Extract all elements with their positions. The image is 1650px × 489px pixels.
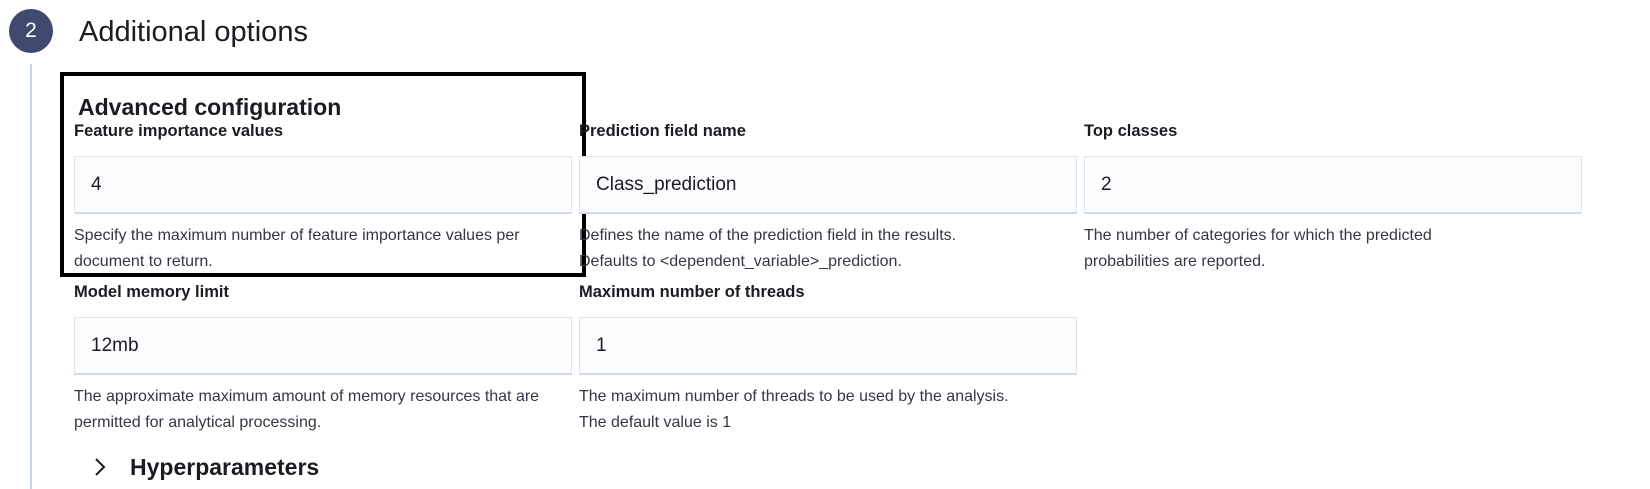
top-classes-help: The number of categories for which the p… [1084, 227, 1432, 270]
section-title: Advanced configuration [78, 94, 342, 120]
hyperparameters-label: Hyperparameters [130, 453, 320, 480]
prediction-field-name-label: Prediction field name [579, 122, 746, 140]
prediction-field-name-field: Prediction field name Defines the name o… [579, 120, 1077, 275]
max-threads-help: The maximum number of threads to be used… [579, 384, 1079, 436]
max-threads-label: Maximum number of threads [579, 283, 805, 301]
prediction-field-name-help: Defines the name of the prediction field… [579, 223, 1079, 275]
prediction-field-name-help-line-1: Defines the name of the prediction field… [579, 227, 957, 244]
max-threads-field: Maximum number of threads The maximum nu… [579, 281, 1077, 436]
max-threads-input[interactable] [579, 317, 1077, 375]
prediction-field-name-help-line-2: Defaults to <dependent_variable>_predict… [579, 253, 902, 270]
model-memory-limit-help: The approximate maximum amount of memory… [74, 388, 540, 431]
chevron-right-icon [86, 453, 114, 481]
step-title: Additional options [79, 16, 308, 48]
feature-importance-label: Feature importance values [74, 122, 284, 140]
feature-importance-help: Specify the maximum number of feature im… [74, 227, 520, 270]
hyperparameters-toggle[interactable]: Hyperparameters [86, 450, 319, 484]
model-memory-limit-input[interactable] [74, 317, 572, 375]
step-connector-line [30, 64, 32, 489]
feature-importance-field: Feature importance values Specify the ma… [74, 120, 572, 275]
max-threads-help-line-2: The default value is 1 [579, 414, 732, 431]
top-classes-input[interactable] [1084, 156, 1582, 214]
model-memory-limit-field: Model memory limit The approximate maxim… [74, 281, 572, 436]
top-classes-label: Top classes [1084, 122, 1178, 140]
model-memory-limit-label: Model memory limit [74, 283, 229, 301]
step-number-badge: 2 [9, 9, 53, 53]
top-classes-field: Top classes The number of categories for… [1084, 120, 1582, 275]
max-threads-help-line-1: The maximum number of threads to be used… [579, 388, 1009, 405]
prediction-field-name-input[interactable] [579, 156, 1077, 214]
feature-importance-input[interactable] [74, 156, 572, 214]
